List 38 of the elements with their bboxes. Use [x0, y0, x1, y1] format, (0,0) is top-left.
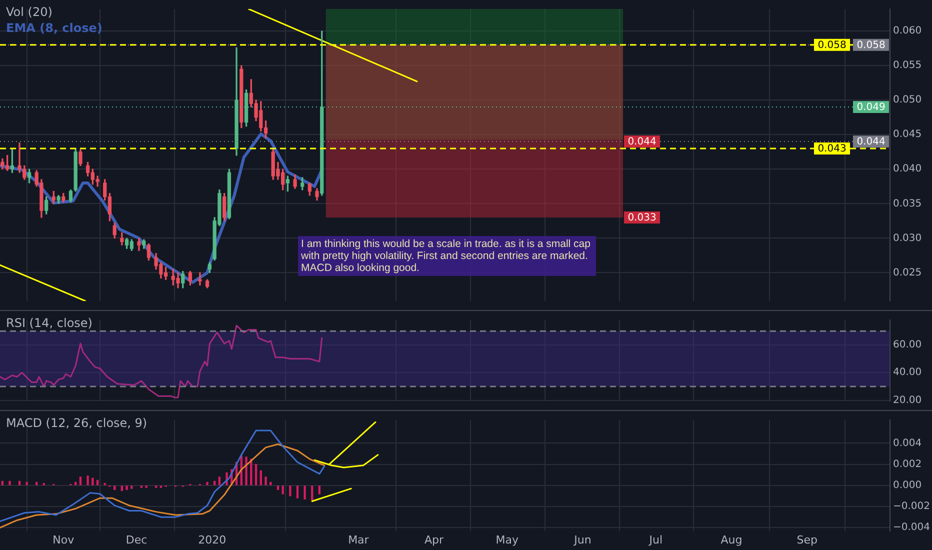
- y-tick-label: 0.060: [893, 26, 922, 37]
- y-tick-label: −0.002: [893, 501, 930, 512]
- x-tick-label: Mar: [348, 533, 370, 546]
- y-tick-label: 0.002: [893, 458, 922, 470]
- text: EMA (8, close): [6, 20, 102, 36]
- y-tick-label: 40.00: [893, 367, 922, 378]
- x-tick-label: Aug: [720, 533, 742, 546]
- x-tick-label: Jul: [648, 533, 663, 546]
- ref-line-label: 0.058: [856, 40, 886, 51]
- x-tick-label: 2020: [198, 533, 226, 546]
- y-tick-label: 0.000: [893, 480, 922, 492]
- y-tick-label: 0.030: [893, 232, 922, 244]
- y-tick-label: 0.055: [893, 60, 922, 72]
- y-tick-label: 20.00: [893, 394, 922, 406]
- x-tick-label: Dec: [126, 533, 148, 546]
- band-label: 0.044: [628, 136, 656, 148]
- x-tick-label: Sep: [796, 533, 818, 546]
- x-tick-label: May: [496, 533, 520, 546]
- annotation: Vol (20): [6, 4, 52, 20]
- x-tick-label: Nov: [52, 533, 75, 546]
- chart-title: RSI (14, close): [6, 315, 92, 331]
- chart-title: MACD (12, 26, close, 9): [6, 415, 148, 431]
- annotation: I am thinking this would be a scale in trade. as it is a small cap with pretty high volatility. First and second entries are marked. MACD also looking good.: [298, 236, 596, 276]
- y-tick-label: 0.045: [893, 129, 922, 140]
- ref-line-label: 0.044: [856, 136, 886, 148]
- band-label: 0.033: [628, 212, 656, 224]
- ref-line-label: 0.058: [818, 40, 846, 51]
- ref-line-label: 0.043: [818, 144, 846, 155]
- y-tick-label: 0.004: [893, 438, 922, 449]
- y-tick-label: 0.040: [893, 164, 922, 175]
- y-tick-label: 60.00: [893, 340, 922, 351]
- y-tick-label: 0.050: [893, 94, 922, 106]
- y-tick-label: −0.004: [893, 522, 930, 534]
- y-tick-label: 0.025: [893, 267, 922, 278]
- x-tick-label: Apr: [424, 533, 444, 546]
- y-tick-label: 0.035: [893, 198, 922, 210]
- ref-line-label: 0.049: [856, 102, 886, 114]
- x-tick-label: Jun: [573, 533, 592, 546]
